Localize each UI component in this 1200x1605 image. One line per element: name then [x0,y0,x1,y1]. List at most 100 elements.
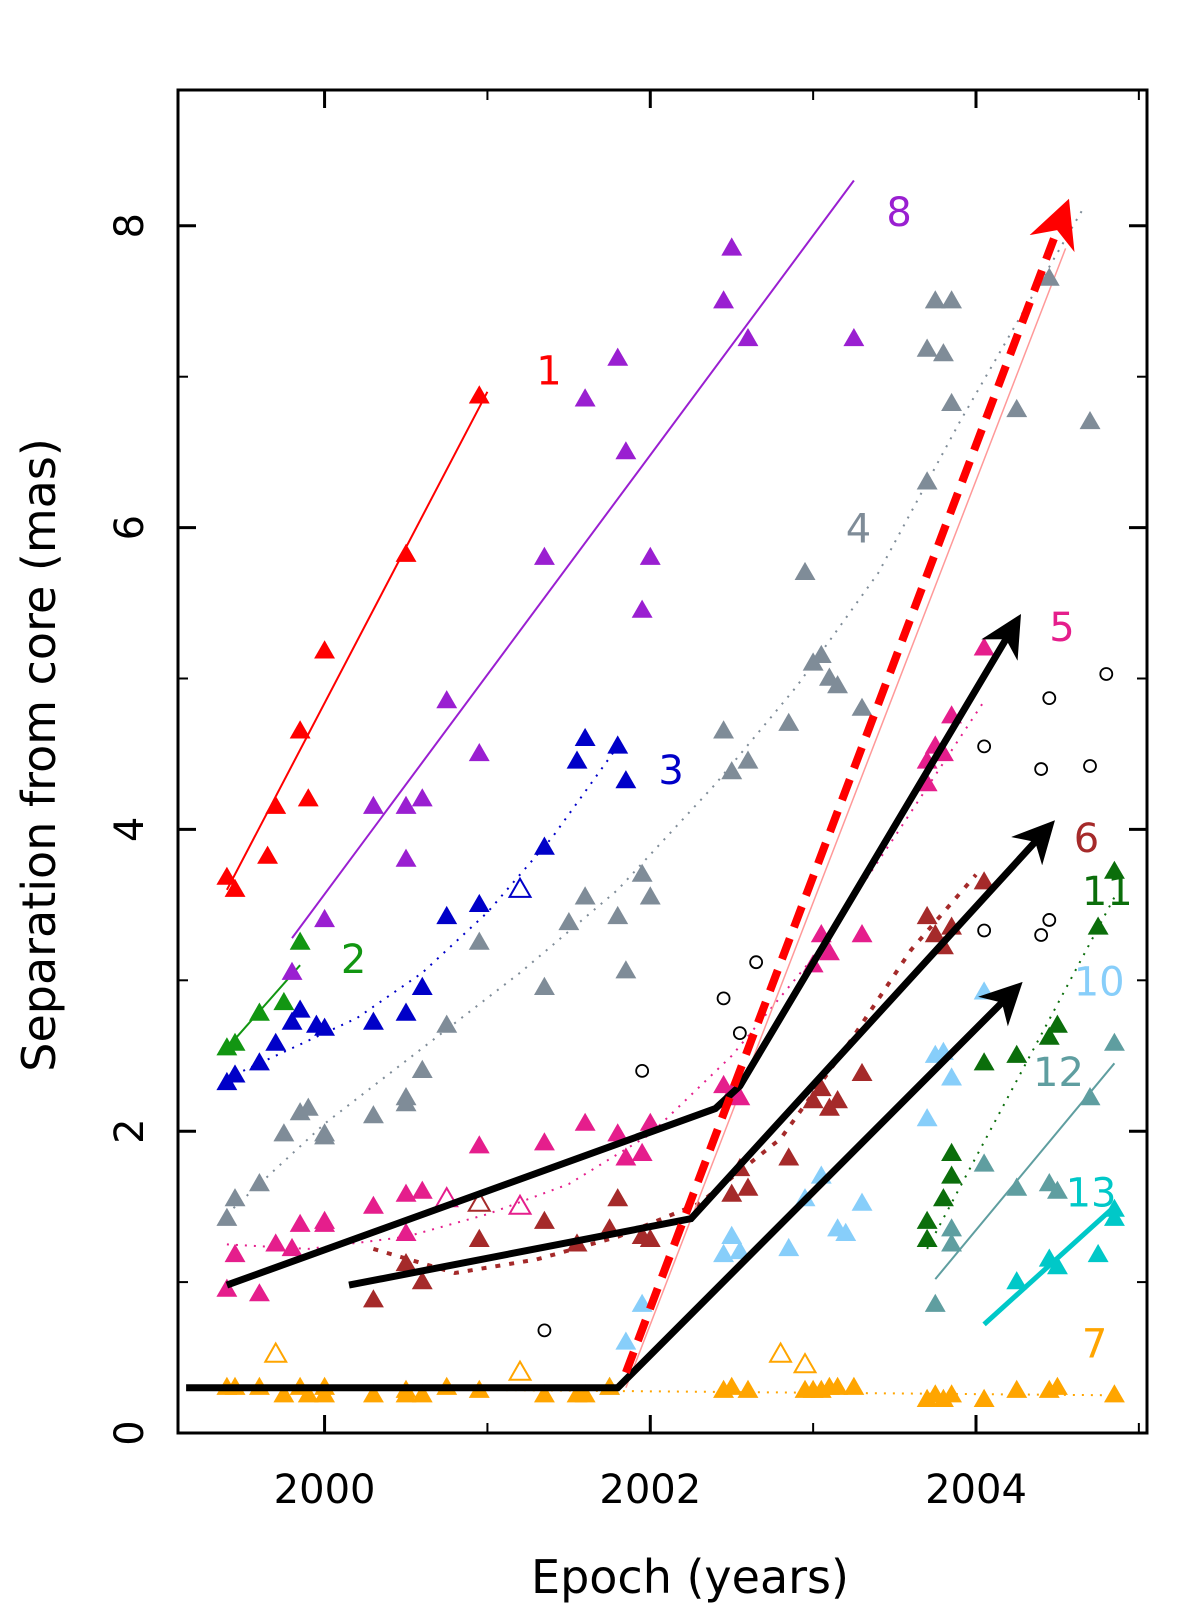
point-component-11 [941,1165,962,1184]
open-point-component-7 [768,1341,793,1363]
point-component-6 [534,1210,555,1229]
point-component-4 [851,697,873,716]
point-component-4 [615,960,637,979]
point-component-2 [273,991,295,1011]
point-component-6 [721,1183,743,1202]
point-component-10 [721,1225,743,1244]
point-component-7 [827,1376,848,1395]
point-component-5 [395,1222,417,1241]
x-tick-label: 2002 [599,1467,701,1513]
component-label-12: 12 [1033,1050,1084,1096]
y-tick-label: 0 [107,1420,153,1445]
y-tick-label: 8 [107,213,153,238]
component-label-3: 3 [658,748,683,794]
point-component-11 [1038,1026,1060,1045]
point-component-11 [1104,860,1125,879]
point-component-5 [574,1112,596,1131]
point-component-8 [281,961,303,980]
point-component-1 [314,640,335,659]
point-component-4 [794,561,816,580]
red-dashed-track [622,198,1075,1375]
point-component-5 [363,1195,384,1214]
point-component-3 [224,1064,246,1083]
point-component-5 [314,1213,335,1232]
point-component-7 [721,1376,743,1395]
point-component-6 [468,1228,490,1247]
component-label-13: 13 [1066,1171,1117,1217]
point-component-3 [566,750,588,769]
point-component-3 [574,727,596,746]
point-component-3 [249,1052,270,1071]
open-point-component-6 [467,1190,492,1212]
point-component-8 [721,237,743,256]
point-component-11 [1087,916,1109,935]
point-component-4 [395,1093,417,1112]
point-component-5 [729,1087,751,1106]
point-component-8 [843,328,865,347]
point-component-5 [639,1112,661,1131]
open-point-component-7 [263,1341,288,1363]
point-component-6 [802,1090,824,1109]
point-component-7 [297,1384,319,1403]
open-point-component-7 [792,1352,818,1374]
point-component-5 [395,1183,417,1202]
point-component-4 [574,886,596,905]
black-track-c [186,981,1023,1392]
point-component-12 [1006,1177,1028,1196]
open-circle-point [1083,759,1097,773]
point-component-8 [631,599,653,618]
point-component-12 [1047,1180,1068,1199]
point-component-3 [289,999,311,1018]
point-component-4 [314,1126,335,1145]
point-component-3 [281,1011,303,1030]
y-axis-title: Separation from core (mas) [12,438,66,1072]
x-tick-label: 2000 [274,1467,376,1513]
point-component-7 [737,1379,759,1398]
point-component-3 [534,836,555,855]
point-component-8 [615,441,637,460]
component-label-8: 8 [886,190,911,236]
point-component-6 [916,905,938,925]
point-component-4 [468,931,490,950]
open-circle-point [749,955,764,970]
point-component-1 [257,845,278,864]
point-component-7 [916,1388,938,1407]
point-component-12 [1104,1032,1125,1051]
point-component-10 [615,1331,637,1350]
open-point-component-3 [507,876,533,898]
x-axis-title: Epoch (years) [531,1550,849,1604]
point-component-6 [851,1062,873,1081]
point-component-13 [1104,1198,1125,1217]
point-component-5 [607,1123,629,1142]
point-component-3 [607,735,629,754]
point-component-1 [395,543,417,562]
point-component-6 [827,1090,848,1109]
point-component-12 [924,1293,946,1312]
point-component-5 [281,1237,303,1257]
point-component-8 [534,546,555,565]
point-component-3 [468,893,490,912]
point-component-11 [973,1052,995,1071]
thin-pink-line [625,248,1067,1388]
point-component-4 [1038,267,1060,286]
model-tracks [186,198,1075,1392]
point-component-4 [363,1105,384,1124]
point-component-12 [941,1218,962,1237]
point-component-5 [249,1283,270,1302]
component-label-5: 5 [1049,605,1074,651]
point-component-8 [395,848,417,867]
point-component-8 [713,290,734,309]
point-component-6 [607,1188,629,1207]
point-component-4 [1079,411,1101,430]
point-component-11 [933,1188,954,1207]
open-circle-point [537,1323,552,1338]
open-circle-point [977,739,992,754]
component-label-1: 1 [536,348,561,394]
open-circle-point [716,991,731,1006]
point-component-2 [289,931,311,950]
point-component-5 [216,1278,238,1297]
y-tick-label: 4 [107,817,153,842]
point-component-10 [941,1067,962,1086]
point-component-10 [835,1222,857,1241]
